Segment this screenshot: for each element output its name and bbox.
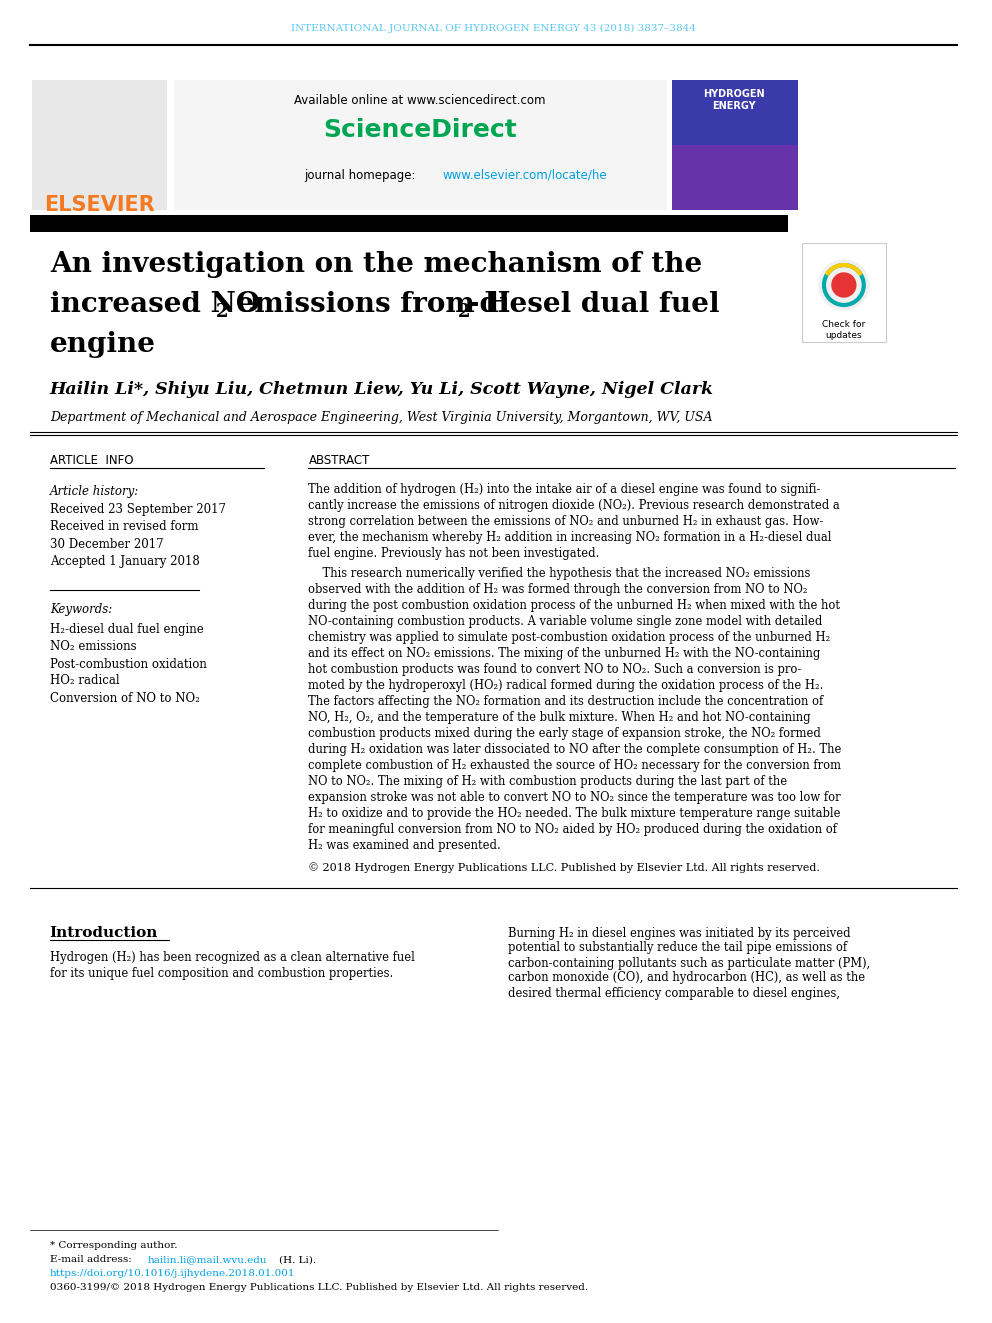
Text: Hailin Li*, Shiyu Liu, Chetmun Liew, Yu Li, Scott Wayne, Nigel Clark: Hailin Li*, Shiyu Liu, Chetmun Liew, Yu …	[50, 381, 714, 398]
Text: Burning H₂ in diesel engines was initiated by its perceived: Burning H₂ in diesel engines was initiat…	[508, 926, 850, 939]
Text: for its unique fuel composition and combustion properties.: for its unique fuel composition and comb…	[50, 967, 393, 979]
Text: https://doi.org/10.1016/j.ijhydene.2018.01.001: https://doi.org/10.1016/j.ijhydene.2018.…	[50, 1270, 296, 1278]
Circle shape	[832, 273, 856, 296]
Text: ever, the mechanism whereby H₂ addition in increasing NO₂ formation in a H₂-dies: ever, the mechanism whereby H₂ addition …	[309, 532, 832, 545]
Text: Conversion of NO to NO₂: Conversion of NO to NO₂	[50, 692, 199, 705]
Text: 30 December 2017: 30 December 2017	[50, 537, 164, 550]
Text: Accepted 1 January 2018: Accepted 1 January 2018	[50, 554, 199, 568]
Text: hailin.li@mail.wvu.edu: hailin.li@mail.wvu.edu	[147, 1256, 267, 1265]
Text: © 2018 Hydrogen Energy Publications LLC. Published by Elsevier Ltd. All rights r: © 2018 Hydrogen Energy Publications LLC.…	[309, 863, 820, 873]
Text: An investigation on the mechanism of the: An investigation on the mechanism of the	[50, 251, 702, 279]
Text: www.elsevier.com/locate/he: www.elsevier.com/locate/he	[442, 168, 607, 181]
Text: NO₂ emissions: NO₂ emissions	[50, 640, 136, 654]
FancyBboxPatch shape	[30, 60, 170, 216]
Text: * Corresponding author.: * Corresponding author.	[50, 1241, 178, 1249]
Text: during H₂ oxidation was later dissociated to NO after the complete consumption o: during H₂ oxidation was later dissociate…	[309, 744, 842, 757]
Text: 2: 2	[457, 303, 470, 321]
Text: potential to substantially reduce the tail pipe emissions of: potential to substantially reduce the ta…	[508, 942, 846, 954]
Text: -diesel dual fuel: -diesel dual fuel	[467, 291, 719, 319]
Text: engine: engine	[50, 332, 156, 359]
Text: combustion products mixed during the early stage of expansion stroke, the NO₂ fo: combustion products mixed during the ear…	[309, 728, 821, 741]
Circle shape	[819, 261, 869, 310]
FancyBboxPatch shape	[175, 79, 667, 210]
FancyBboxPatch shape	[672, 79, 799, 210]
Text: moted by the hydroperoxyl (HO₂) radical formed during the oxidation process of t: moted by the hydroperoxyl (HO₂) radical …	[309, 680, 824, 692]
Text: cantly increase the emissions of nitrogen dioxide (NO₂). Previous research demon: cantly increase the emissions of nitroge…	[309, 500, 840, 512]
Text: during the post combustion oxidation process of the unburned H₂ when mixed with : during the post combustion oxidation pro…	[309, 599, 840, 613]
FancyBboxPatch shape	[803, 243, 886, 343]
Text: INTERNATIONAL JOURNAL OF HYDROGEN ENERGY 43 (2018) 3837–3844: INTERNATIONAL JOURNAL OF HYDROGEN ENERGY…	[291, 24, 696, 33]
Text: E-mail address:: E-mail address:	[50, 1256, 135, 1265]
Text: H₂ to oxidize and to provide the HO₂ needed. The bulk mixture temperature range : H₂ to oxidize and to provide the HO₂ nee…	[309, 807, 841, 820]
Text: hot combustion products was found to convert NO to NO₂. Such a conversion is pro: hot combustion products was found to con…	[309, 664, 802, 676]
Text: Check for
updates: Check for updates	[822, 320, 865, 340]
Text: Available online at www.sciencedirect.com: Available online at www.sciencedirect.co…	[295, 94, 546, 106]
Text: (H. Li).: (H. Li).	[279, 1256, 315, 1265]
Text: Introduction: Introduction	[50, 926, 158, 941]
Text: increased NO: increased NO	[50, 291, 260, 319]
Text: and its effect on NO₂ emissions. The mixing of the unburned H₂ with the NO-conta: and its effect on NO₂ emissions. The mix…	[309, 647, 820, 660]
Text: NO to NO₂. The mixing of H₂ with combustion products during the last part of the: NO to NO₂. The mixing of H₂ with combust…	[309, 775, 788, 789]
Text: chemistry was applied to simulate post-combustion oxidation process of the unbur: chemistry was applied to simulate post-c…	[309, 631, 830, 644]
Text: ELSEVIER: ELSEVIER	[44, 194, 155, 216]
Text: emissions from H: emissions from H	[227, 291, 511, 319]
Text: ABSTRACT: ABSTRACT	[309, 454, 370, 467]
Text: journal homepage:: journal homepage:	[305, 168, 420, 181]
Text: Hydrogen (H₂) has been recognized as a clean alternative fuel: Hydrogen (H₂) has been recognized as a c…	[50, 951, 415, 964]
Text: This research numerically verified the hypothesis that the increased NO₂ emissio: This research numerically verified the h…	[309, 568, 810, 581]
FancyBboxPatch shape	[32, 79, 168, 210]
Text: 0360-3199/© 2018 Hydrogen Energy Publications LLC. Published by Elsevier Ltd. Al: 0360-3199/© 2018 Hydrogen Energy Publica…	[50, 1283, 588, 1293]
Text: ARTICLE  INFO: ARTICLE INFO	[50, 454, 133, 467]
Text: HYDROGEN
ENERGY: HYDROGEN ENERGY	[703, 89, 765, 111]
Text: 2: 2	[216, 303, 228, 321]
Text: fuel engine. Previously has not been investigated.: fuel engine. Previously has not been inv…	[309, 548, 600, 561]
Text: HO₂ radical: HO₂ radical	[50, 675, 119, 688]
Text: expansion stroke was not able to convert NO to NO₂ since the temperature was too: expansion stroke was not able to convert…	[309, 791, 841, 804]
Text: H₂ was examined and presented.: H₂ was examined and presented.	[309, 840, 501, 852]
Text: The factors affecting the NO₂ formation and its destruction include the concentr: The factors affecting the NO₂ formation …	[309, 696, 823, 709]
FancyBboxPatch shape	[672, 146, 799, 210]
Text: carbon monoxide (CO), and hydrocarbon (HC), as well as the: carbon monoxide (CO), and hydrocarbon (H…	[508, 971, 865, 984]
Text: complete combustion of H₂ exhausted the source of HO₂ necessary for the conversi: complete combustion of H₂ exhausted the …	[309, 759, 841, 773]
Text: H₂-diesel dual fuel engine: H₂-diesel dual fuel engine	[50, 623, 203, 636]
Text: The addition of hydrogen (H₂) into the intake air of a diesel engine was found t: The addition of hydrogen (H₂) into the i…	[309, 483, 820, 496]
Text: Department of Mechanical and Aerospace Engineering, West Virginia University, Mo: Department of Mechanical and Aerospace E…	[50, 411, 712, 425]
Text: NO, H₂, O₂, and the temperature of the bulk mixture. When H₂ and hot NO-containi: NO, H₂, O₂, and the temperature of the b…	[309, 712, 811, 725]
FancyBboxPatch shape	[30, 216, 789, 232]
Text: observed with the addition of H₂ was formed through the conversion from NO to NO: observed with the addition of H₂ was for…	[309, 583, 808, 597]
Text: NO-containing combustion products. A variable volume single zone model with deta: NO-containing combustion products. A var…	[309, 615, 823, 628]
Text: Post-combustion oxidation: Post-combustion oxidation	[50, 658, 206, 671]
Text: Received in revised form: Received in revised form	[50, 520, 198, 533]
Text: Article history:: Article history:	[50, 486, 139, 499]
Text: Received 23 September 2017: Received 23 September 2017	[50, 504, 226, 516]
Text: ScienceDirect: ScienceDirect	[323, 118, 517, 142]
Text: strong correlation between the emissions of NO₂ and unburned H₂ in exhaust gas. : strong correlation between the emissions…	[309, 516, 824, 528]
Text: for meaningful conversion from NO to NO₂ aided by HO₂ produced during the oxidat: for meaningful conversion from NO to NO₂…	[309, 823, 837, 836]
Text: desired thermal efficiency comparable to diesel engines,: desired thermal efficiency comparable to…	[508, 987, 839, 999]
Text: Keywords:: Keywords:	[50, 603, 112, 617]
Text: carbon-containing pollutants such as particulate matter (PM),: carbon-containing pollutants such as par…	[508, 957, 870, 970]
